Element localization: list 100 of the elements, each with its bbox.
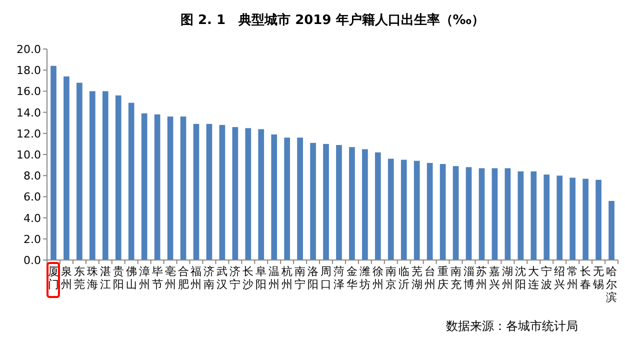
- bar: [582, 178, 588, 260]
- x-tick-label: 毕节: [152, 265, 163, 291]
- bar: [400, 160, 407, 260]
- x-tick-label: 福州: [190, 265, 202, 291]
- y-tick-label: 8.0: [24, 170, 41, 183]
- bar: [596, 180, 602, 260]
- bar: [167, 116, 174, 260]
- bar: [90, 91, 96, 260]
- bar: [76, 82, 82, 260]
- x-tick-label: 济宁: [230, 265, 241, 291]
- bar: [219, 124, 226, 260]
- bar: [128, 102, 134, 260]
- x-tick-label: 宁波: [541, 265, 552, 291]
- bar: [64, 76, 70, 260]
- bar: [115, 95, 122, 260]
- bar: [504, 168, 511, 260]
- x-tick-label: 贵阳: [112, 265, 124, 291]
- bar: [284, 138, 290, 260]
- bar: [388, 158, 394, 260]
- bar: [570, 178, 576, 260]
- y-tick-label: 6.0: [24, 190, 41, 204]
- y-tick-label: 12.0: [16, 127, 41, 140]
- x-tick-label: 无锡: [592, 265, 604, 291]
- x-tick-label: 亳州: [164, 265, 176, 291]
- y-tick-label: 4.0: [24, 212, 41, 225]
- x-tick-label: 南宁: [294, 265, 306, 291]
- x-tick-label: 重庆: [437, 265, 448, 291]
- bar: [440, 164, 446, 260]
- x-tick-label: 泉州: [60, 265, 72, 291]
- bar: [426, 162, 433, 260]
- x-tick-label: 洛阳: [308, 265, 319, 291]
- bar: [375, 152, 381, 260]
- source-note: 数据来源：各城市统计局: [446, 319, 578, 333]
- x-tick-label: 佛山: [126, 265, 137, 291]
- bar: [478, 168, 485, 260]
- x-tick-label: 济南: [204, 265, 215, 291]
- x-tick-label: 珠海: [86, 265, 98, 291]
- x-tick-label: 绍兴: [554, 265, 566, 291]
- y-tick-label: 18.0: [16, 64, 41, 78]
- x-tick-label: 漳州: [138, 265, 150, 291]
- bar: [141, 113, 148, 260]
- x-tick-label: 南京: [385, 265, 396, 291]
- y-tick-label: 2.0: [24, 232, 41, 246]
- bar: [556, 176, 563, 260]
- bar: [102, 91, 108, 260]
- bar: [362, 149, 368, 260]
- x-tick-label: 苏州: [476, 265, 488, 291]
- x-tick-label: 长春: [580, 265, 592, 291]
- bar: [154, 114, 160, 260]
- x-tick-label: 湖州: [502, 265, 514, 291]
- bar: [297, 138, 303, 260]
- y-tick-label: 20.0: [16, 43, 41, 56]
- bar: [206, 124, 212, 260]
- bar: [466, 167, 472, 260]
- bar: [452, 166, 459, 260]
- x-tick-label: 金华: [346, 265, 358, 291]
- x-tick-label: 周口: [320, 265, 332, 291]
- bar: [336, 145, 342, 260]
- bar: [323, 144, 329, 260]
- x-tick-label: 厦门: [48, 265, 59, 291]
- x-tick-label: 温州: [268, 265, 280, 291]
- bar: [608, 200, 614, 260]
- x-tick-label: 淄博: [463, 265, 474, 291]
- x-tick-label: 菏泽: [333, 265, 344, 291]
- x-tick-label: 东莞: [74, 265, 85, 291]
- x-tick-label: 沈阳: [515, 265, 526, 291]
- x-tick-label: 徐州: [372, 265, 384, 291]
- y-tick-label: 10.0: [16, 148, 41, 162]
- bar: [310, 142, 316, 260]
- bar: [232, 127, 238, 260]
- x-tick-label: 潍坊: [358, 265, 370, 291]
- y-tick-label: 14.0: [16, 106, 41, 120]
- x-tick-label: 哈尔滨: [606, 265, 618, 304]
- x-tick-label: 阜阳: [256, 265, 267, 291]
- bar: [349, 147, 355, 260]
- x-tick-label: 芜湖: [411, 265, 422, 291]
- bar: [258, 129, 264, 260]
- x-tick-label: 杭州: [280, 265, 293, 291]
- x-tick-label: 大连: [528, 265, 540, 291]
- x-tick-label: 台州: [424, 265, 436, 291]
- bar: [492, 168, 498, 260]
- x-tick-label: 武汉: [216, 265, 228, 291]
- x-tick-label: 长沙: [242, 265, 254, 291]
- bar: [544, 174, 550, 260]
- x-tick-label: 南充: [450, 265, 462, 291]
- bar: [50, 66, 56, 260]
- bar: [245, 128, 252, 260]
- bar: [518, 171, 524, 260]
- y-tick-label: 0.0: [24, 254, 41, 267]
- bar: [530, 171, 537, 260]
- bar: [271, 134, 278, 260]
- chart-title: 图 2. 1 典型城市 2019 年户籍人口出生率（‰）: [180, 12, 485, 28]
- x-tick-label: 嘉兴: [489, 265, 500, 291]
- x-tick-label: 临沂: [398, 265, 410, 291]
- bar: [414, 160, 420, 260]
- bar: [193, 124, 200, 260]
- bar: [180, 116, 186, 260]
- x-tick-label: 合肥: [178, 265, 189, 291]
- x-tick-label: 常州: [567, 265, 578, 291]
- x-tick-label: 湛江: [100, 265, 111, 291]
